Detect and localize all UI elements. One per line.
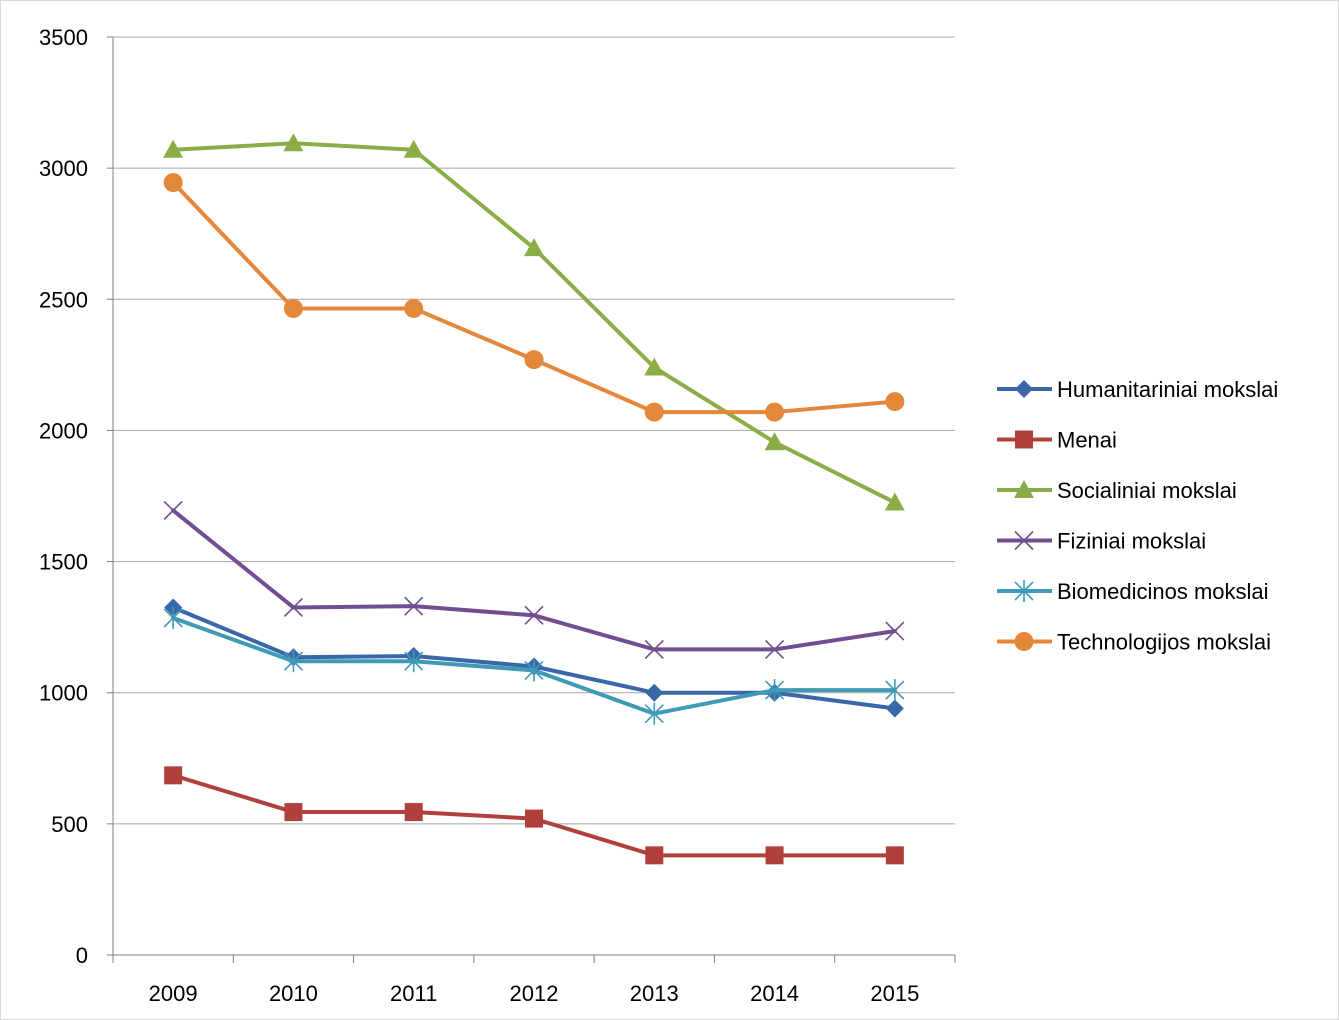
data-point bbox=[164, 766, 183, 785]
series-fiziniai-mokslai bbox=[163, 500, 905, 660]
data-point bbox=[885, 699, 904, 718]
data-point bbox=[644, 402, 664, 422]
legend-marker bbox=[1014, 580, 1034, 602]
data-point bbox=[645, 846, 664, 865]
x-tick-label: 2009 bbox=[149, 981, 198, 1006]
legend-item: Fiziniai mokslai bbox=[997, 529, 1206, 554]
legend-marker bbox=[1015, 380, 1033, 398]
gridlines bbox=[113, 36, 955, 825]
marker-stroke bbox=[765, 639, 785, 660]
data-point bbox=[765, 679, 785, 702]
data-point bbox=[645, 683, 664, 702]
series-socialiniai-mokslai bbox=[163, 133, 905, 511]
data-point bbox=[283, 650, 303, 673]
y-tick-label: 3000 bbox=[39, 156, 88, 181]
legend-marker bbox=[1014, 530, 1034, 551]
legend-marker bbox=[1014, 632, 1034, 651]
data-point bbox=[163, 606, 183, 629]
series-menai bbox=[164, 766, 904, 865]
legend-item: Menai bbox=[997, 428, 1117, 453]
data-point bbox=[644, 639, 664, 660]
data-point bbox=[404, 803, 423, 822]
x-tick-label: 2014 bbox=[750, 981, 799, 1006]
legend-item: Technologijos mokslai bbox=[997, 630, 1271, 655]
data-point bbox=[765, 639, 785, 660]
data-point bbox=[404, 650, 424, 673]
legend-item: Socialiniai mokslai bbox=[997, 478, 1237, 503]
data-point bbox=[525, 809, 543, 828]
legend-label: Socialiniai mokslai bbox=[1057, 478, 1237, 503]
y-tick-label: 2500 bbox=[39, 287, 88, 312]
data-point bbox=[404, 298, 424, 318]
x-tick-label: 2010 bbox=[269, 981, 318, 1006]
marker-stroke bbox=[283, 597, 303, 618]
y-tick-label: 3500 bbox=[39, 25, 88, 50]
data-point bbox=[404, 596, 424, 616]
y-tick-label: 500 bbox=[51, 812, 88, 837]
legend-item: Biomedicinos mokslai bbox=[997, 579, 1269, 604]
data-point bbox=[163, 500, 183, 520]
data-point bbox=[885, 679, 905, 702]
data-point bbox=[524, 605, 544, 625]
legend-label: Biomedicinos mokslai bbox=[1057, 579, 1269, 604]
legend-label: Menai bbox=[1057, 428, 1117, 453]
legend-marker bbox=[1015, 430, 1033, 449]
data-point bbox=[765, 402, 785, 422]
series-lines bbox=[163, 133, 905, 865]
y-tick-label: 2000 bbox=[39, 418, 88, 443]
series-technologijos-mokslai bbox=[163, 173, 905, 422]
data-point bbox=[163, 173, 183, 193]
series-biomedicinos-mokslai bbox=[163, 606, 905, 725]
data-point bbox=[885, 846, 904, 865]
data-point bbox=[403, 139, 424, 158]
data-point bbox=[885, 392, 905, 412]
y-tick-label: 1000 bbox=[39, 681, 88, 706]
x-tick-label: 2012 bbox=[510, 981, 559, 1006]
data-point bbox=[283, 597, 303, 618]
data-point bbox=[644, 702, 664, 725]
y-tick-label: 0 bbox=[76, 943, 88, 968]
legend-item: Humanitariniai mokslai bbox=[997, 377, 1278, 402]
x-tick-label: 2011 bbox=[390, 981, 437, 1006]
marker-stroke bbox=[885, 621, 905, 641]
data-point bbox=[764, 432, 785, 451]
marker-stroke bbox=[163, 500, 183, 520]
marker-stroke bbox=[1014, 530, 1034, 551]
legend-label: Fiziniai mokslai bbox=[1057, 529, 1206, 554]
legend: Humanitariniai mokslai Menai Socialiniai m… bbox=[997, 377, 1278, 655]
axes: 0 500 1000 1500 2000 2500 3000 3500 2009 2010 2011… bbox=[39, 25, 956, 1006]
data-point bbox=[524, 238, 544, 257]
legend-label: Technologijos mokslai bbox=[1057, 630, 1271, 655]
y-tick-label: 1500 bbox=[39, 550, 88, 575]
data-point bbox=[163, 139, 184, 158]
legend-marker bbox=[1014, 480, 1034, 498]
marker-stroke bbox=[524, 605, 544, 625]
x-tick-label: 2013 bbox=[630, 981, 679, 1006]
data-point bbox=[644, 357, 665, 376]
data-point bbox=[524, 350, 544, 370]
data-point bbox=[284, 803, 303, 822]
data-point bbox=[765, 846, 784, 865]
x-tick-label: 2015 bbox=[870, 981, 919, 1006]
data-point bbox=[884, 492, 905, 511]
marker-stroke bbox=[644, 639, 664, 660]
legend-label: Humanitariniai mokslai bbox=[1057, 377, 1278, 402]
marker-stroke bbox=[404, 596, 424, 616]
data-point bbox=[283, 133, 304, 152]
data-point bbox=[524, 659, 544, 682]
data-point bbox=[885, 621, 905, 641]
data-point bbox=[283, 298, 303, 318]
